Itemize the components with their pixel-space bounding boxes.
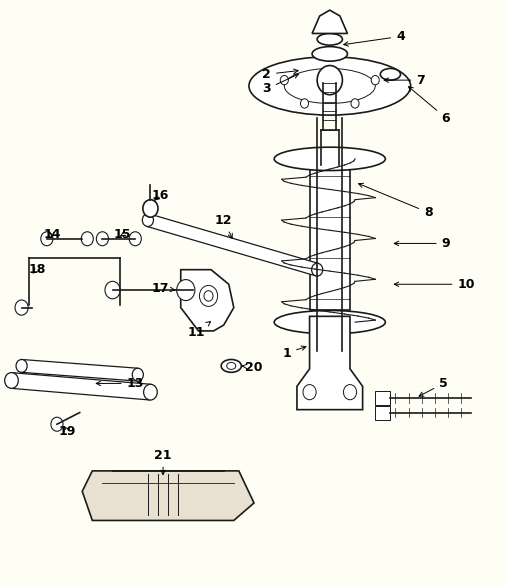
Text: 16: 16	[152, 189, 169, 202]
Text: 7: 7	[384, 74, 425, 87]
Circle shape	[204, 291, 213, 301]
Ellipse shape	[274, 147, 386, 171]
Text: 1: 1	[282, 346, 306, 360]
Polygon shape	[21, 359, 138, 381]
Polygon shape	[312, 10, 347, 33]
Circle shape	[97, 231, 109, 246]
Text: 17: 17	[152, 282, 175, 295]
Circle shape	[41, 231, 53, 246]
Ellipse shape	[284, 69, 375, 104]
Circle shape	[105, 281, 120, 299]
Text: 13: 13	[96, 377, 144, 390]
Ellipse shape	[249, 57, 410, 115]
Circle shape	[142, 214, 153, 227]
Ellipse shape	[312, 47, 347, 61]
Polygon shape	[82, 471, 254, 520]
Circle shape	[144, 384, 157, 400]
Circle shape	[5, 373, 18, 389]
Polygon shape	[146, 214, 319, 276]
FancyBboxPatch shape	[375, 391, 391, 405]
Ellipse shape	[380, 69, 400, 80]
FancyBboxPatch shape	[375, 406, 391, 420]
Text: 14: 14	[43, 228, 60, 241]
Text: 3: 3	[262, 74, 299, 96]
FancyBboxPatch shape	[309, 165, 350, 311]
Text: 11: 11	[187, 322, 210, 339]
Text: 19: 19	[58, 425, 76, 438]
Circle shape	[129, 231, 141, 246]
Circle shape	[81, 231, 93, 246]
Circle shape	[371, 76, 379, 85]
Text: 10: 10	[394, 278, 475, 291]
Text: 6: 6	[408, 87, 450, 125]
Polygon shape	[297, 316, 363, 410]
Circle shape	[143, 200, 158, 217]
Ellipse shape	[317, 33, 342, 45]
Circle shape	[351, 99, 359, 108]
Circle shape	[200, 285, 217, 306]
Circle shape	[177, 280, 195, 301]
Text: 2: 2	[262, 68, 298, 81]
Circle shape	[16, 359, 27, 372]
Ellipse shape	[274, 311, 386, 334]
Circle shape	[280, 76, 289, 85]
Circle shape	[343, 384, 357, 400]
Circle shape	[15, 300, 28, 315]
Text: 9: 9	[394, 237, 450, 250]
Ellipse shape	[227, 362, 236, 369]
Circle shape	[311, 263, 323, 276]
Circle shape	[51, 417, 63, 431]
Polygon shape	[181, 270, 234, 331]
Circle shape	[317, 66, 342, 95]
Text: 20: 20	[242, 360, 263, 373]
Text: 4: 4	[344, 30, 405, 46]
Text: 21: 21	[154, 449, 172, 475]
Text: 18: 18	[28, 263, 45, 276]
Ellipse shape	[221, 359, 241, 372]
Text: 8: 8	[359, 183, 433, 219]
Text: 12: 12	[215, 214, 233, 238]
Text: 15: 15	[114, 228, 132, 241]
Circle shape	[132, 368, 143, 381]
Circle shape	[300, 99, 308, 108]
Circle shape	[303, 384, 316, 400]
Text: 5: 5	[419, 377, 448, 396]
Polygon shape	[11, 373, 151, 400]
